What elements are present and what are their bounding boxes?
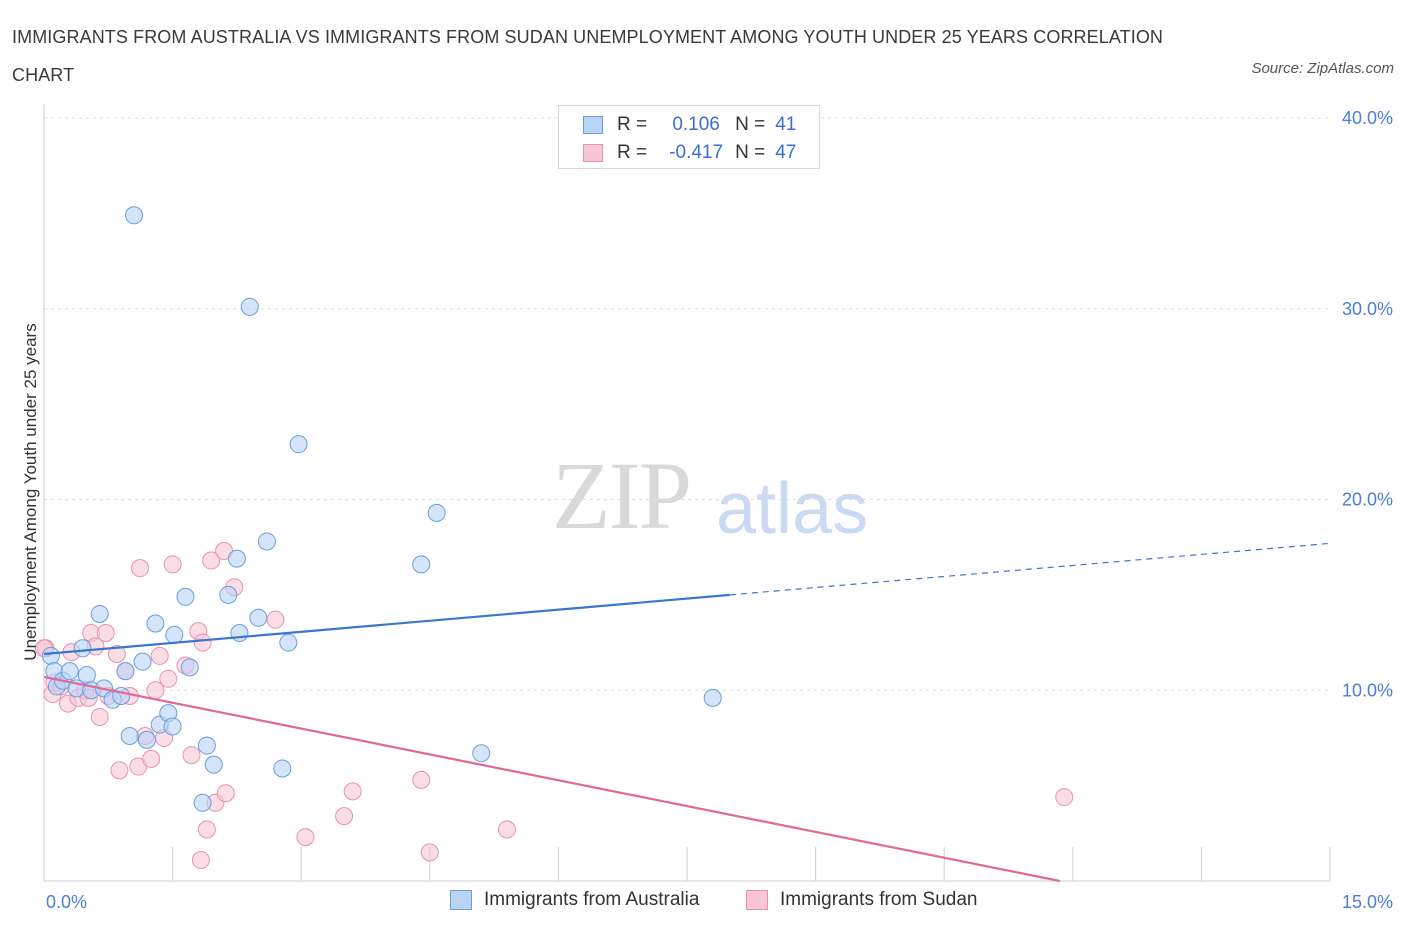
- australia-swatch: [450, 890, 472, 910]
- watermark-zip: ZIP: [552, 442, 692, 549]
- watermark-atlas: atlas: [716, 469, 869, 549]
- sudan-point: [191, 851, 210, 870]
- legend-label-australia: Immigrants from Australia: [484, 889, 700, 910]
- sudan-point: [335, 807, 354, 826]
- australia-point: [77, 665, 96, 684]
- australia-point: [163, 717, 182, 736]
- australia-point: [289, 435, 308, 454]
- y-tick-label-1: 20.0%: [1342, 490, 1393, 510]
- australia-point: [249, 608, 268, 627]
- australia-point: [112, 686, 131, 705]
- sudan-point: [110, 761, 129, 780]
- y-tick-label-2: 30.0%: [1342, 299, 1393, 319]
- australia-point: [219, 585, 238, 604]
- sudan-point: [216, 784, 235, 803]
- sudan-point: [90, 707, 109, 726]
- australia-point: [41, 646, 60, 665]
- sudan-trend-line: [43, 675, 1061, 883]
- source-label: Source: ZipAtlas.com: [1251, 60, 1394, 77]
- x-tick-label-0: 0.0%: [46, 892, 87, 912]
- australia-point: [227, 549, 246, 568]
- australia-point: [116, 662, 135, 681]
- australia-point: [137, 730, 156, 749]
- correlation-legend: R = 0.106 N = 41 R = -0.417 N = 47: [558, 105, 820, 169]
- x-tick-label-1: 15.0%: [1342, 892, 1393, 912]
- sudan-point: [163, 555, 182, 574]
- sudan-point: [266, 610, 285, 629]
- grid-layer: [44, 117, 1330, 691]
- australia-point: [240, 297, 259, 316]
- sudan-point: [497, 820, 516, 839]
- r-label: R =: [617, 142, 648, 163]
- sudan-point: [96, 624, 115, 643]
- sudan-point: [202, 551, 221, 570]
- australia-point: [176, 587, 195, 606]
- y-tick-label-0: 10.0%: [1342, 680, 1393, 700]
- australia-point: [197, 736, 216, 755]
- y-axis-title: Unemployment Among Youth under 25 years: [21, 323, 40, 660]
- australia-point: [120, 727, 139, 746]
- sudan-swatch: [746, 890, 768, 910]
- australia-swatch: [583, 116, 603, 134]
- australia-point: [427, 503, 446, 522]
- trend-lines-group: [43, 542, 1331, 883]
- australia-trend-line: [43, 593, 730, 656]
- r-value: -0.417: [669, 142, 724, 163]
- chart-title: IMMIGRANTS FROM AUSTRALIA VS IMMIGRANTS …: [12, 27, 1164, 85]
- australia-point: [412, 555, 431, 574]
- legend-label-sudan: Immigrants from Sudan: [780, 889, 978, 910]
- n-label: N =: [735, 142, 766, 163]
- sudan-point: [197, 820, 216, 839]
- australia-point: [125, 206, 144, 225]
- legend-row-sudan: R = -0.417 N = 47: [583, 141, 796, 165]
- y-tick-label-3: 40.0%: [1342, 108, 1393, 128]
- tick-labels-group: 10.0% 20.0% 30.0% 40.0% 0.0% 15.0%: [46, 108, 1393, 912]
- australia-point: [90, 604, 109, 623]
- australia-point: [273, 759, 292, 778]
- sudan-point: [420, 843, 439, 862]
- sudan-point: [193, 633, 212, 652]
- australia-point: [60, 662, 79, 681]
- australia-point: [180, 658, 199, 677]
- sudan-point: [343, 782, 362, 801]
- australia-points-group: [41, 206, 722, 812]
- axis-layer: [43, 104, 1331, 882]
- australia-point: [257, 532, 276, 551]
- australia-trend-extension: [729, 542, 1331, 596]
- r-label: R =: [617, 114, 648, 135]
- australia-point: [146, 614, 165, 633]
- sudan-point: [142, 749, 161, 768]
- sudan-point: [296, 828, 315, 847]
- australia-point: [703, 688, 722, 707]
- sudan-point: [182, 746, 201, 765]
- australia-point: [204, 755, 223, 774]
- australia-point: [165, 625, 184, 644]
- australia-point: [133, 652, 152, 671]
- legend-row-australia: R = 0.106 N = 41: [583, 113, 796, 137]
- sudan-point: [412, 770, 431, 789]
- n-value: 41: [775, 114, 797, 135]
- r-value: 0.106: [672, 114, 720, 135]
- legend-item-australia[interactable]: Immigrants from Australia: [450, 889, 699, 911]
- australia-point: [73, 639, 92, 658]
- n-value: 47: [775, 142, 797, 163]
- sudan-point: [1055, 788, 1074, 807]
- sudan-point: [107, 645, 126, 664]
- australia-point: [472, 744, 491, 763]
- australia-point: [193, 793, 212, 812]
- legend-item-sudan[interactable]: Immigrants from Sudan: [746, 889, 977, 911]
- sudan-point: [150, 646, 169, 665]
- sudan-point: [159, 669, 178, 688]
- n-label: N =: [735, 114, 766, 135]
- australia-point: [279, 633, 298, 652]
- australia-point: [230, 624, 249, 643]
- sudan-point: [131, 559, 150, 578]
- sudan-swatch: [583, 144, 603, 162]
